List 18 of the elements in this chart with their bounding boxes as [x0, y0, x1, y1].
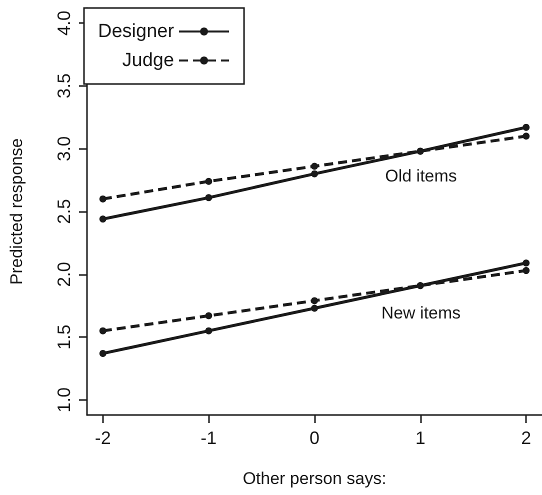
annotation: Old items — [385, 166, 457, 186]
x-tick-label: 1 — [415, 428, 426, 448]
legend-label: Designer — [98, 21, 175, 42]
y-axis-title: Predicted response — [7, 138, 26, 285]
legend-label: Judge — [122, 50, 174, 71]
x-tick-label: 0 — [309, 428, 320, 448]
y-tick-label: 1.5 — [54, 324, 74, 350]
x-tick-label: 2 — [521, 428, 532, 448]
annotation: New items — [381, 304, 461, 322]
y-tick-label: 4.0 — [54, 10, 74, 36]
x-tick-label: -2 — [94, 428, 111, 448]
x-axis-title: Other person says: — [242, 469, 386, 488]
y-tick-label: 1.0 — [54, 387, 74, 412]
y-tick-label: 3.5 — [54, 73, 74, 98]
y-tick-label: 3.0 — [54, 136, 74, 162]
y-tick-label: 2.5 — [54, 198, 74, 224]
y-tick-label: 2.0 — [54, 262, 74, 287]
x-tick-label: -1 — [200, 428, 217, 448]
